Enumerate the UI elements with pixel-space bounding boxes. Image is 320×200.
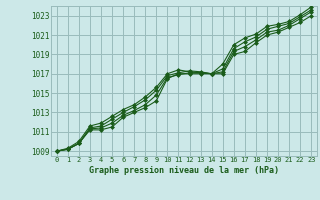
X-axis label: Graphe pression niveau de la mer (hPa): Graphe pression niveau de la mer (hPa) (89, 166, 279, 175)
